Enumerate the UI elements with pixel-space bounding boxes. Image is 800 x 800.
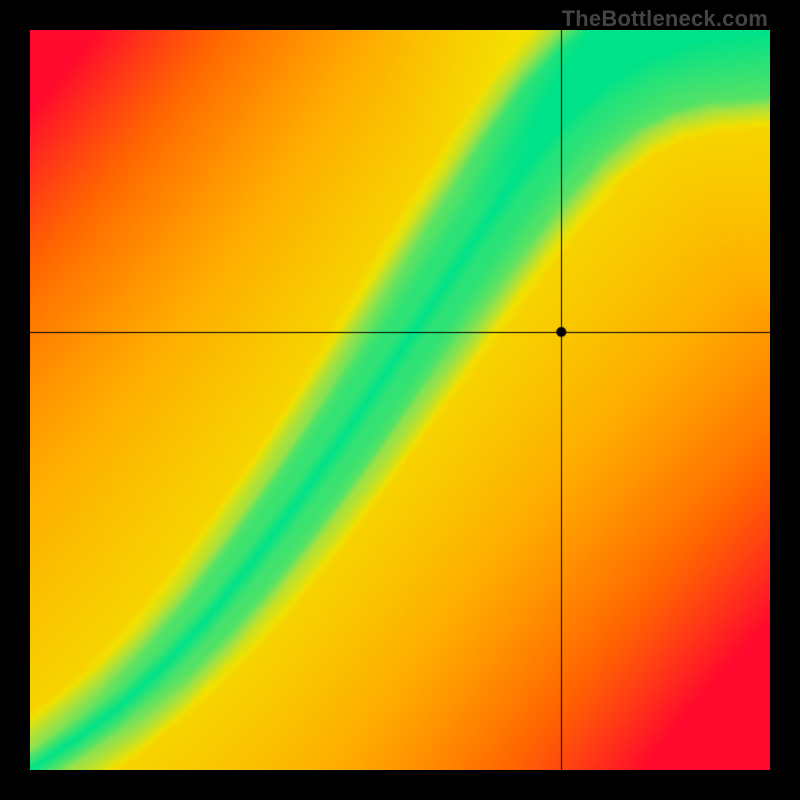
watermark-text: TheBottleneck.com bbox=[562, 6, 768, 32]
heatmap-plot bbox=[30, 30, 770, 770]
chart-container: { "watermark": { "text": "TheBottleneck.… bbox=[0, 0, 800, 800]
heatmap-canvas bbox=[30, 30, 770, 770]
